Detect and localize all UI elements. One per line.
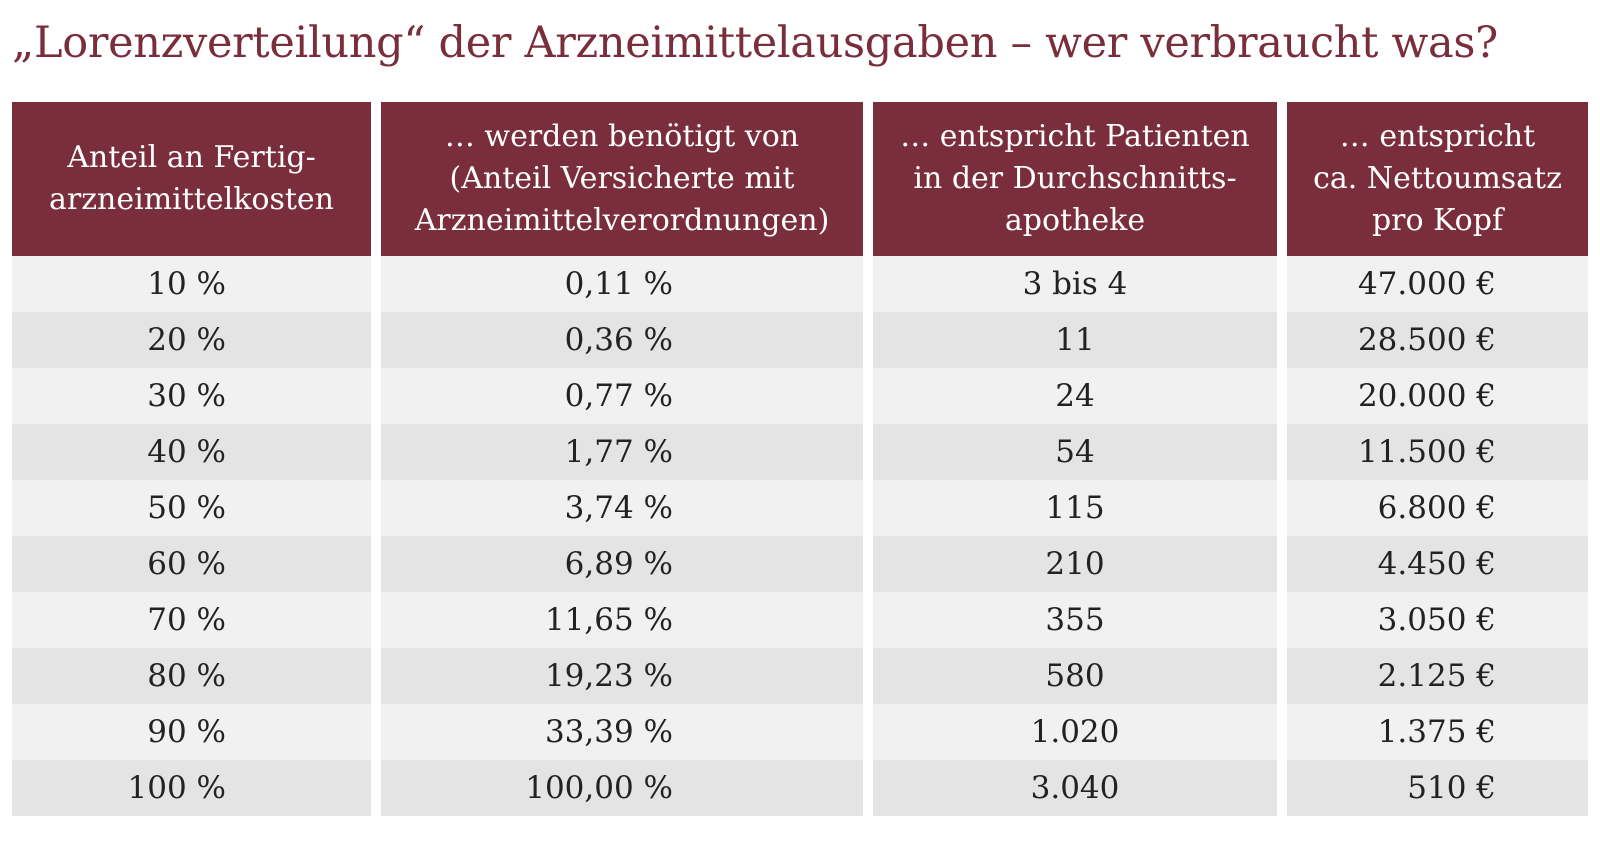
cell-revenue: 510 € — [1287, 760, 1588, 816]
header-row: Anteil an Fertig- arzneimittelkosten … w… — [12, 102, 1588, 256]
cell-insured-share: 11,65 % — [381, 592, 863, 648]
cell-insured-share: 19,23 % — [381, 648, 863, 704]
cell-insured-share: 0,11 % — [381, 256, 863, 312]
cell-cost-share: 60 % — [12, 536, 371, 592]
table-row: 10 % 0,11 % 3 bis 4 47.000 € — [12, 256, 1588, 312]
cell-patients: 580 — [873, 648, 1277, 704]
cell-insured-share: 1,77 % — [381, 424, 863, 480]
cell-patients: 210 — [873, 536, 1277, 592]
cell-insured-share: 0,36 % — [381, 312, 863, 368]
table-body: 10 % 0,11 % 3 bis 4 47.000 € 20 % 0,36 %… — [12, 256, 1588, 816]
cell-patients: 24 — [873, 368, 1277, 424]
header-revenue: … entspricht ca. Nettoumsatz pro Kopf — [1287, 102, 1588, 256]
table-row: 30 % 0,77 % 24 20.000 € — [12, 368, 1588, 424]
table-row: 40 % 1,77 % 54 11.500 € — [12, 424, 1588, 480]
cell-cost-share: 50 % — [12, 480, 371, 536]
table-row: 100 % 100,00 % 3.040 510 € — [12, 760, 1588, 816]
cell-cost-share: 70 % — [12, 592, 371, 648]
cell-insured-share: 6,89 % — [381, 536, 863, 592]
cell-cost-share: 30 % — [12, 368, 371, 424]
cell-patients: 355 — [873, 592, 1277, 648]
cell-revenue: 11.500 € — [1287, 424, 1588, 480]
table-row: 60 % 6,89 % 210 4.450 € — [12, 536, 1588, 592]
cell-revenue: 28.500 € — [1287, 312, 1588, 368]
cell-patients: 3.040 — [873, 760, 1277, 816]
cell-revenue: 20.000 € — [1287, 368, 1588, 424]
table-row: 90 % 33,39 % 1.020 1.375 € — [12, 704, 1588, 760]
cell-revenue: 4.450 € — [1287, 536, 1588, 592]
cell-insured-share: 33,39 % — [381, 704, 863, 760]
table-row: 50 % 3,74 % 115 6.800 € — [12, 480, 1588, 536]
cell-patients: 11 — [873, 312, 1277, 368]
header-patients: … entspricht Patienten in der Durchschni… — [873, 102, 1277, 256]
cell-patients: 3 bis 4 — [873, 256, 1277, 312]
cell-insured-share: 0,77 % — [381, 368, 863, 424]
cell-cost-share: 10 % — [12, 256, 371, 312]
header-insured-share: … werden benötigt von (Anteil Versichert… — [381, 102, 863, 256]
cell-cost-share: 90 % — [12, 704, 371, 760]
cell-patients: 1.020 — [873, 704, 1277, 760]
cell-cost-share: 80 % — [12, 648, 371, 704]
cell-revenue: 6.800 € — [1287, 480, 1588, 536]
cell-cost-share: 20 % — [12, 312, 371, 368]
cell-insured-share: 100,00 % — [381, 760, 863, 816]
cell-revenue: 47.000 € — [1287, 256, 1588, 312]
cell-cost-share: 40 % — [12, 424, 371, 480]
cell-revenue: 1.375 € — [1287, 704, 1588, 760]
table-row: 20 % 0,36 % 11 28.500 € — [12, 312, 1588, 368]
cell-revenue: 2.125 € — [1287, 648, 1588, 704]
table-row: 70 % 11,65 % 355 3.050 € — [12, 592, 1588, 648]
cell-patients: 115 — [873, 480, 1277, 536]
cell-revenue: 3.050 € — [1287, 592, 1588, 648]
cell-patients: 54 — [873, 424, 1277, 480]
table-row: 80 % 19,23 % 580 2.125 € — [12, 648, 1588, 704]
page-title: „Lorenzverteilung“ der Arzneimittelausga… — [12, 18, 1498, 68]
table-header: Anteil an Fertig- arzneimittelkosten … w… — [12, 102, 1588, 256]
cell-cost-share: 100 % — [12, 760, 371, 816]
header-cost-share: Anteil an Fertig- arzneimittelkosten — [12, 102, 371, 256]
cell-insured-share: 3,74 % — [381, 480, 863, 536]
lorenz-distribution-table: Anteil an Fertig- arzneimittelkosten … w… — [2, 102, 1598, 816]
